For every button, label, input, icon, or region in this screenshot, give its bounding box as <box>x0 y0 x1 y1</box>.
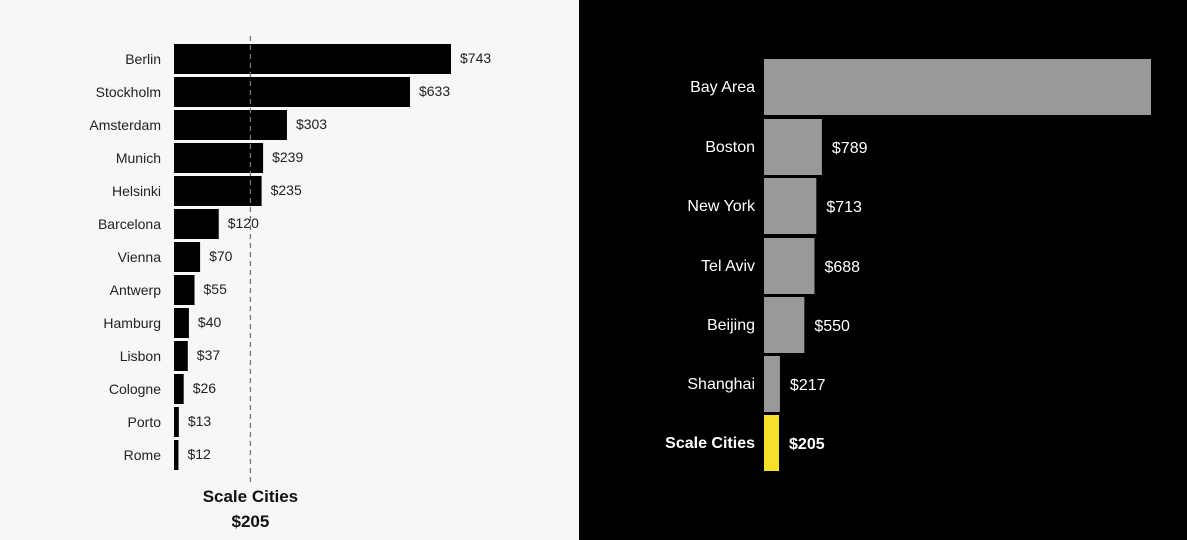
bar-hamburg <box>174 308 189 338</box>
value-label-rome: $12 <box>187 446 211 462</box>
value-label-lisbon: $37 <box>197 347 221 363</box>
category-label-vienna: Vienna <box>118 249 162 265</box>
bar-barcelona <box>174 209 219 239</box>
reference-label-name: Scale Cities <box>203 487 298 506</box>
reference-label-value: $205 <box>232 512 270 531</box>
category-label-hamburg: Hamburg <box>103 315 161 331</box>
value-label-shanghai: $217 <box>790 377 826 394</box>
bar-porto <box>174 407 179 437</box>
bar-lisbon <box>174 341 188 371</box>
category-label-lisbon: Lisbon <box>120 348 161 364</box>
value-label-munich: $239 <box>272 149 303 165</box>
value-label-scale-cities: $205 <box>789 436 825 453</box>
category-label-barcelona: Barcelona <box>98 216 161 232</box>
category-label-berlin: Berlin <box>125 51 161 67</box>
bar-berlin <box>174 44 451 74</box>
value-label-vienna: $70 <box>209 248 233 264</box>
bar-vienna <box>174 242 201 272</box>
category-label-munich: Munich <box>116 150 161 166</box>
value-label-new-york: $713 <box>826 199 862 216</box>
category-label-porto: Porto <box>128 414 162 430</box>
category-label-bay-area: Bay Area <box>690 79 755 96</box>
bar-munich <box>174 143 264 173</box>
value-label-helsinki: $235 <box>271 182 302 198</box>
category-label-new-york: New York <box>687 198 756 215</box>
value-label-berlin: $743 <box>460 50 491 66</box>
category-label-antwerp: Antwerp <box>110 282 162 298</box>
left-chart-panel: Berlin $743 Stockholm $633 Amsterdam $303 Muni… <box>0 0 579 540</box>
bar-scale-cities <box>764 415 780 471</box>
category-label-stockholm: Stockholm <box>96 84 161 100</box>
category-label-tel-aviv: Tel Aviv <box>701 258 755 275</box>
category-label-shanghai: Shanghai <box>687 376 755 393</box>
bar-antwerp <box>174 275 195 305</box>
value-label-porto: $13 <box>188 413 212 429</box>
bar-beijing <box>764 297 805 353</box>
value-label-boston: $789 <box>832 140 868 157</box>
category-label-scale-cities: Scale Cities <box>665 435 755 452</box>
category-label-amsterdam: Amsterdam <box>89 117 161 133</box>
bar-boston <box>764 119 822 175</box>
value-label-beijing: $550 <box>814 318 850 335</box>
bar-cologne <box>174 374 184 404</box>
bar-stockholm <box>174 77 410 107</box>
value-label-amsterdam: $303 <box>296 116 327 132</box>
bar-helsinki <box>174 176 262 206</box>
value-label-hamburg: $40 <box>198 314 222 330</box>
value-label-tel-aviv: $688 <box>824 259 860 276</box>
europe-funding-bar-chart: Berlin $743 Stockholm $633 Amsterdam $303 Muni… <box>89 36 491 531</box>
value-label-antwerp: $55 <box>204 281 228 297</box>
bar-new-york <box>764 178 817 234</box>
category-label-cologne: Cologne <box>109 381 161 397</box>
category-label-boston: Boston <box>705 139 755 156</box>
value-label-stockholm: $633 <box>419 83 450 99</box>
bar-tel-aviv <box>764 238 815 294</box>
category-label-helsinki: Helsinki <box>112 183 161 199</box>
bar-shanghai <box>764 356 780 412</box>
value-label-barcelona: $120 <box>228 215 259 231</box>
bar-amsterdam <box>174 110 287 140</box>
category-label-rome: Rome <box>124 447 162 463</box>
category-label-beijing: Beijing <box>707 317 755 334</box>
bar-rome <box>174 440 179 470</box>
bar-bay-area <box>764 59 1151 115</box>
value-label-cologne: $26 <box>193 380 217 396</box>
